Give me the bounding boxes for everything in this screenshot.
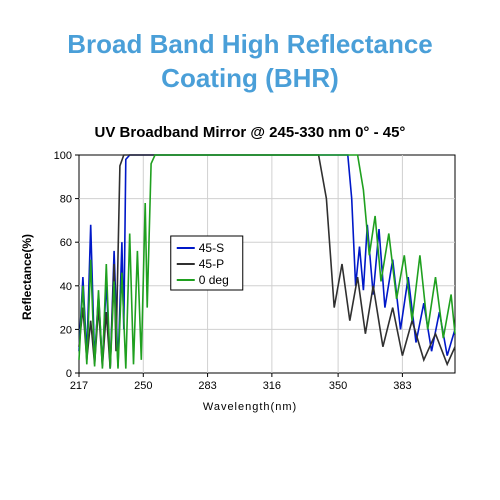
- svg-text:80: 80: [60, 193, 72, 205]
- svg-text:100: 100: [54, 150, 72, 162]
- svg-text:0: 0: [66, 368, 72, 380]
- svg-text:60: 60: [60, 237, 72, 249]
- svg-text:40: 40: [60, 280, 72, 292]
- legend-label: 45-S: [199, 241, 224, 255]
- chart-container: Reflectance(%) 0204060801002172502833163…: [35, 147, 465, 407]
- page-title: Broad Band High Reflectance Coating (BHR…: [0, 0, 500, 106]
- svg-text:316: 316: [263, 380, 281, 392]
- chart-title: UV Broadband Mirror @ 245-330 nm 0° - 45…: [0, 124, 500, 141]
- reflectance-chart: 0 20 40 60 80 100 217 250 283 316 350 383 45-S 45-P 0 …: [35, 147, 465, 407]
- svg-text:383: 383: [393, 380, 411, 392]
- svg-text:350: 350: [329, 380, 347, 392]
- svg-text:20: 20: [60, 324, 72, 336]
- svg-text:283: 283: [198, 380, 216, 392]
- y-axis-label: Reflectance(%): [20, 234, 34, 320]
- svg-text:250: 250: [134, 380, 152, 392]
- legend-label: 45-P: [199, 257, 224, 271]
- x-axis-label: Wavelength(nm): [203, 401, 297, 413]
- svg-text:217: 217: [70, 380, 88, 392]
- legend-label: 0 deg: [199, 273, 229, 287]
